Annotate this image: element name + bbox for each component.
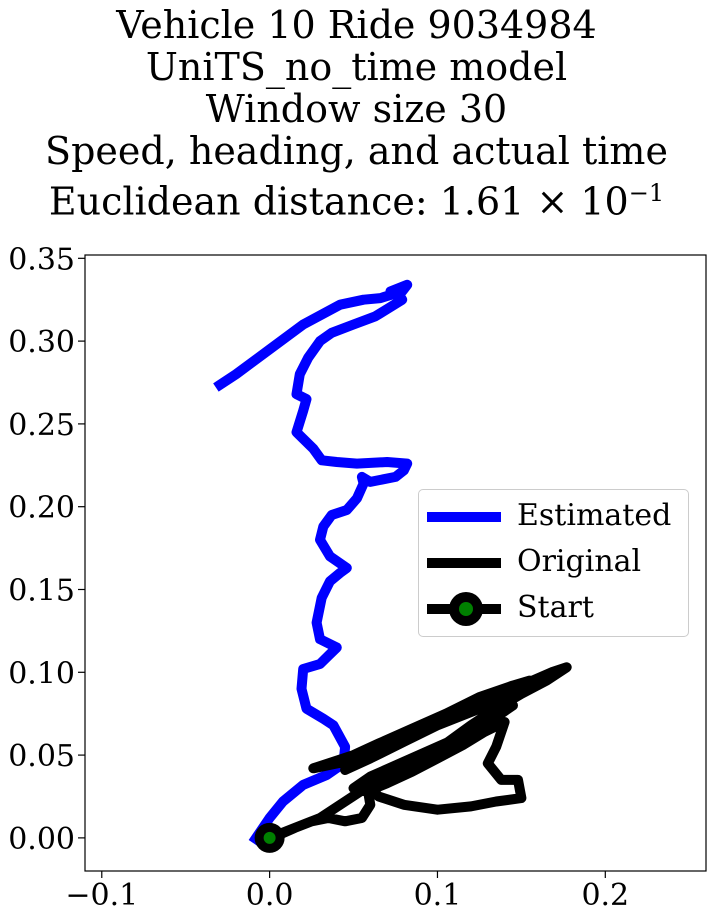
series-line-estimated <box>213 279 413 846</box>
y-tick-label: 0.05 <box>8 739 75 774</box>
x-tick-label: 0.2 <box>581 878 629 913</box>
legend-swatch-estimated <box>427 512 501 522</box>
title-line-5: Euclidean distance: 1.61 × 10−1 <box>0 172 713 223</box>
y-tick-label: 0.00 <box>8 822 75 857</box>
y-axis: 0.00 0.05 0.10 0.15 0.20 0.25 0.30 0.35 <box>8 242 85 857</box>
legend-start-marker <box>449 592 483 626</box>
legend-item-start: Start <box>419 586 688 632</box>
legend-item-estimated: Estimated <box>419 494 688 540</box>
distance-exponent: −1 <box>628 179 665 207</box>
title-line-2: UniTS_no_time model <box>145 45 568 89</box>
legend-swatch-original <box>427 558 501 568</box>
title-line-4: Speed, heading, and actual time <box>45 129 668 173</box>
y-tick-label: 0.35 <box>8 242 75 277</box>
x-axis: −0.1 0.0 0.1 0.2 <box>65 871 629 913</box>
legend-label-start: Start <box>517 590 594 625</box>
chart-title: Vehicle 10 Ride 9034984 UniTS_no_time mo… <box>0 4 713 223</box>
x-tick-label: 0.0 <box>246 878 294 913</box>
distance-prefix: Euclidean distance: 1.61 <box>48 179 525 224</box>
title-line-1: Vehicle 10 Ride 9034984 <box>116 3 597 47</box>
start-marker-center <box>263 831 276 844</box>
y-tick-label: 0.30 <box>8 325 75 360</box>
legend-start-marker-center <box>459 602 473 616</box>
distance-base: 10 <box>580 179 629 224</box>
legend-label-estimated: Estimated <box>517 498 672 533</box>
y-tick-label: 0.20 <box>8 491 75 526</box>
series-line-original <box>267 662 572 843</box>
x-tick-label: −0.1 <box>65 878 138 913</box>
x-tick-label: 0.1 <box>414 878 462 913</box>
y-tick-label: 0.15 <box>8 573 75 608</box>
title-line-3: Window size 30 <box>205 87 508 131</box>
distance-times: × <box>536 179 569 224</box>
legend: Estimated Original Start <box>418 489 689 637</box>
y-tick-label: 0.10 <box>8 656 75 691</box>
legend-item-original: Original <box>419 540 688 586</box>
y-tick-label: 0.25 <box>8 408 75 443</box>
legend-label-original: Original <box>517 544 642 579</box>
axes-frame <box>84 254 707 872</box>
plot-lines <box>213 279 572 853</box>
